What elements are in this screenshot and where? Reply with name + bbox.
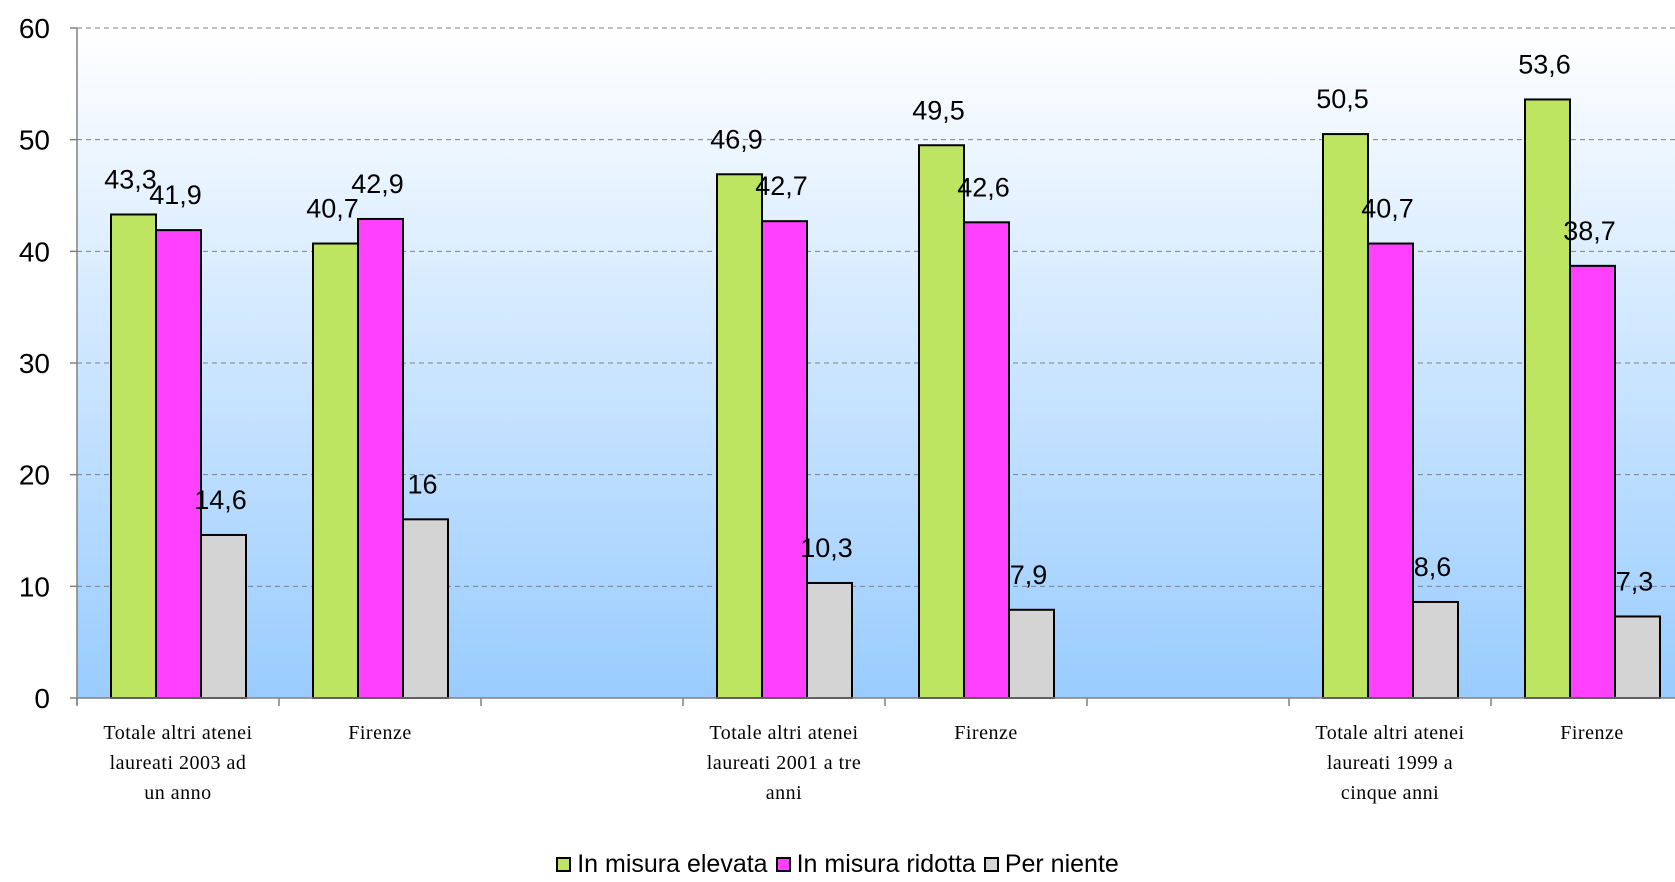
x-tick-label: Totale altri atenei: [103, 722, 252, 744]
data-label: 42,6: [957, 172, 1010, 202]
x-axis: Totale altri atenei laureati 2003 ad un an…: [76, 697, 1675, 804]
data-label: 16: [407, 469, 437, 499]
bar: [806, 581, 853, 700]
x-tick-label: laureati 1999 a: [1327, 752, 1453, 774]
data-label: 7,3: [1616, 566, 1654, 596]
y-tick-label: 40: [19, 236, 50, 267]
legend: In misura elevata In misura ridotta Per ni…: [0, 850, 1675, 879]
x-tick-label: cinque anni: [1341, 782, 1439, 804]
data-label: 46,9: [710, 124, 763, 154]
legend-label: In misura elevata: [577, 850, 768, 878]
legend-item: Per niente: [983, 850, 1119, 879]
legend-label: Per niente: [1004, 850, 1119, 878]
y-axis: 0 10 20 30 40 50 60: [19, 13, 78, 714]
data-label: 40,7: [306, 194, 359, 224]
bar: [110, 213, 157, 699]
bar: [402, 518, 449, 699]
bars: [110, 98, 1661, 700]
bar: [155, 229, 202, 699]
bar: [761, 220, 808, 700]
x-tick-label: Totale altri atenei: [1315, 722, 1464, 744]
data-labels: 43,3 40,7 46,9 49,5 50,5 53,6 41,9 42,9 42,7 42,6…: [104, 49, 1653, 596]
data-label: 41,9: [149, 180, 202, 210]
data-label: 42,9: [351, 169, 404, 199]
y-tick-label: 10: [19, 571, 50, 602]
x-tick-label: Totale altri atenei: [709, 722, 858, 744]
data-label: 43,3: [104, 164, 157, 194]
bar: [1367, 242, 1414, 699]
bar: [716, 173, 763, 700]
legend-swatch: [556, 857, 572, 872]
legend-swatch: [775, 857, 791, 872]
y-tick-label: 50: [19, 125, 50, 156]
x-tick-label: anni: [766, 782, 802, 804]
legend-item: In misura elevata: [556, 850, 768, 879]
x-tick-label: un anno: [144, 782, 211, 804]
bar: [963, 221, 1010, 700]
data-label: 40,7: [1361, 194, 1414, 224]
bar: [918, 144, 965, 699]
bar: [312, 242, 359, 699]
bar: [1322, 133, 1369, 700]
y-tick-label: 0: [34, 683, 50, 714]
bar: [1524, 98, 1571, 699]
bar: [1412, 600, 1459, 700]
data-label: 7,9: [1010, 560, 1048, 590]
bar: [1008, 608, 1055, 699]
x-tick-label: Firenze: [348, 722, 411, 744]
bar: [357, 217, 404, 699]
y-tick-label: 60: [19, 13, 50, 44]
bar: [1614, 615, 1661, 700]
bar: [200, 533, 247, 700]
data-label: 50,5: [1316, 84, 1369, 114]
data-label: 38,7: [1563, 216, 1616, 246]
y-tick-label: 20: [19, 460, 50, 491]
y-tick-label: 30: [19, 348, 50, 379]
data-label: 14,6: [194, 485, 247, 515]
legend-label: In misura ridotta: [796, 850, 976, 878]
legend-item: In misura ridotta: [775, 850, 976, 879]
legend-swatch: [983, 857, 999, 872]
bar: [1569, 264, 1616, 699]
data-label: 53,6: [1518, 49, 1571, 79]
x-tick-label: Firenze: [1560, 722, 1623, 744]
data-label: 10,3: [800, 533, 853, 563]
x-tick-label: laureati 2003 ad: [110, 752, 247, 774]
data-label: 8,6: [1414, 552, 1452, 582]
x-tick-label: laureati 2001 a tre: [707, 752, 861, 774]
data-label: 49,5: [912, 95, 965, 125]
x-tick-label: Firenze: [954, 722, 1017, 744]
data-label: 42,7: [755, 171, 808, 201]
